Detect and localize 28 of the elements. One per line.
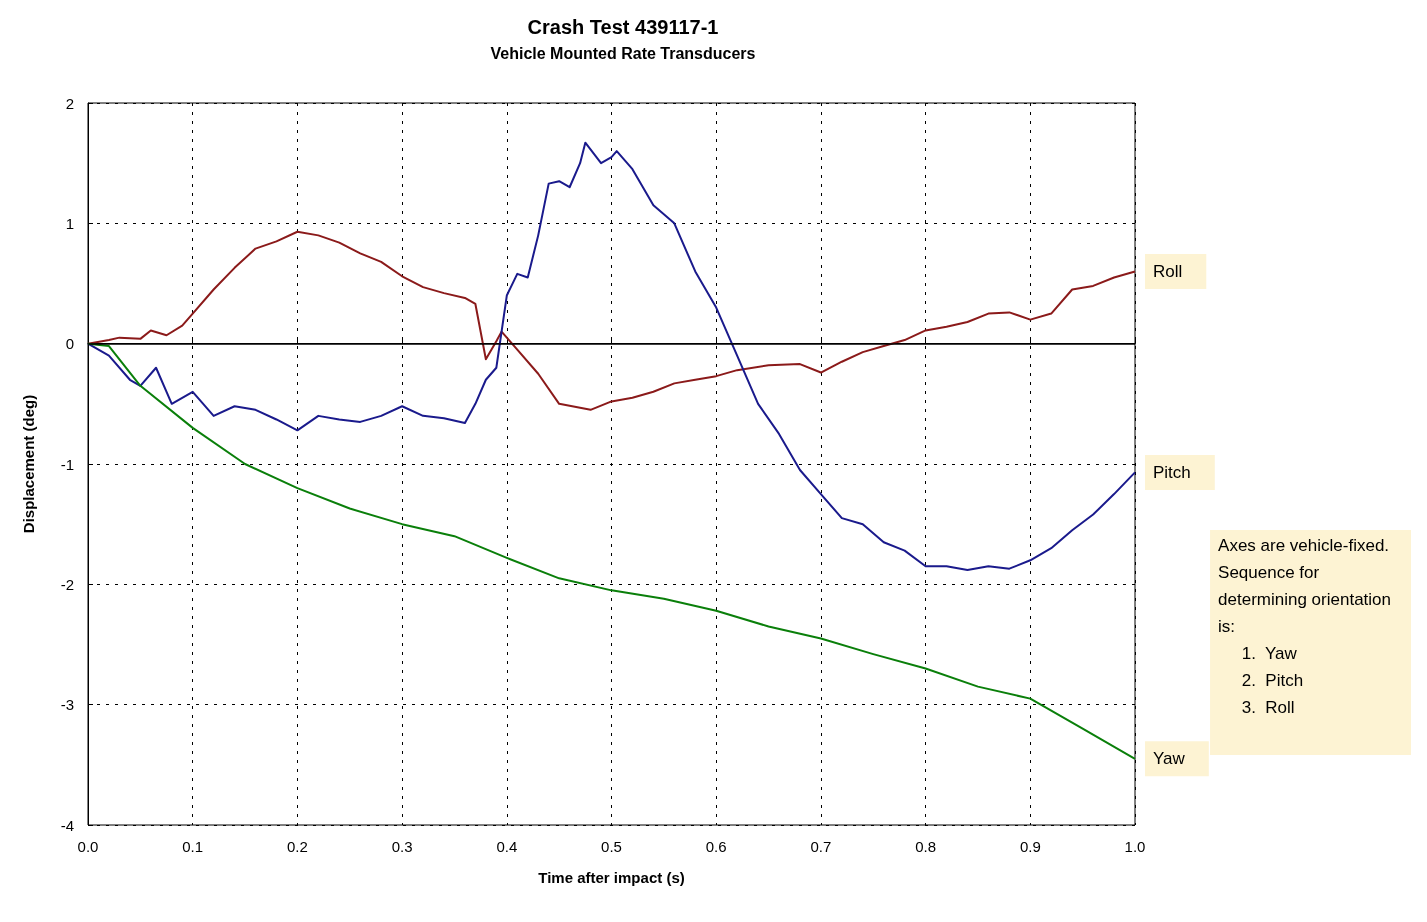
y-tick-label: -1 [60,455,74,473]
x-tick-label: 0.6 [705,838,727,855]
x-tick-label: 0.5 [601,838,622,855]
chart-title: Crash Test 439117-1 [527,16,719,38]
y-tick-label: -3 [60,696,74,714]
x-tick-label: 0.2 [286,838,308,855]
y-tick-label: -2 [60,575,74,593]
line-series [87,230,1136,411]
x-tick-label: 0.7 [810,838,832,855]
y-tick-label: 1 [65,214,74,232]
line-series [87,141,1136,571]
x-tick-label: 0.8 [915,838,937,855]
x-tick-label: 0.3 [391,838,413,855]
x-tick-label: 1.0 [1124,838,1146,855]
y-tick-label: 0 [65,335,74,353]
x-tick-label: 0.4 [496,838,518,855]
y-axis-title: Displacement (deg) [20,394,37,534]
chart-subtitle: Vehicle Mounted Rate Transducers [490,44,756,62]
series-label: Roll [1153,261,1183,281]
y-tick-label: -4 [60,816,74,834]
text: Axes are vehicle-fixed. Sequence for determining orientation is: 1. Yaw 2. Pitch 3. Roll [1218,536,1392,717]
x-axis-title: Time after impact (s) [538,869,685,886]
x-tick-label: 0.9 [1019,838,1041,855]
x-tick-label: 0.1 [182,838,204,855]
x-tick-label: 0.0 [77,838,99,855]
series-label: Pitch [1153,462,1191,482]
series-label: Yaw [1153,749,1186,769]
y-tick-label: 2 [65,94,74,112]
